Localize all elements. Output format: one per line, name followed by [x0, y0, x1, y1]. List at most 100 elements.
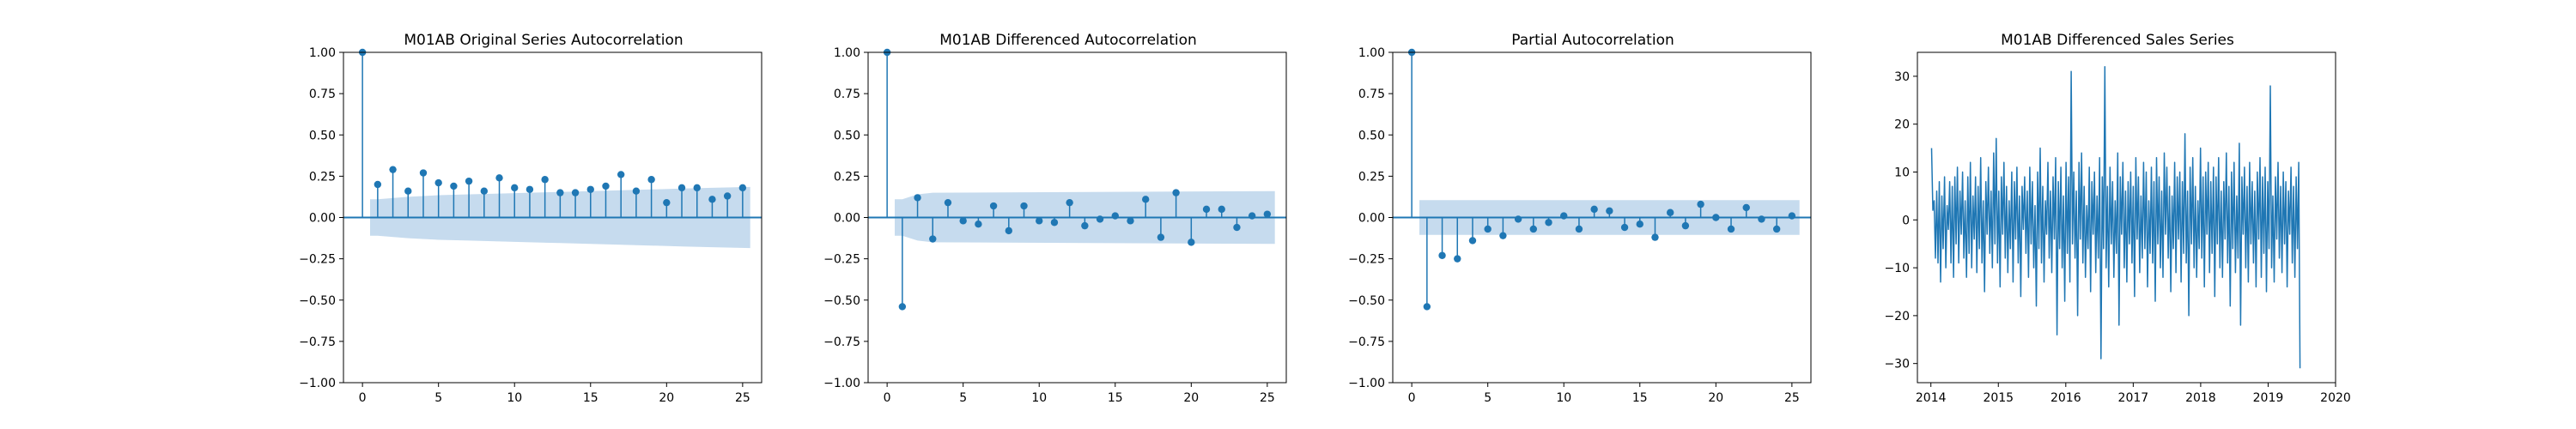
- stem-marker: [1590, 205, 1598, 214]
- stem-marker: [1454, 255, 1461, 263]
- stem-marker: [1141, 196, 1150, 203]
- stem-marker: [617, 171, 625, 178]
- stem-marker: [465, 177, 473, 185]
- sales-series-line: [1930, 65, 2301, 369]
- x-tick-label: 5: [959, 391, 967, 405]
- axes-frame: [1917, 51, 2336, 384]
- stem-marker: [556, 189, 564, 196]
- x-tick-label: 2017: [2118, 391, 2149, 405]
- x-tick-label: 15: [1108, 391, 1123, 405]
- stem-marker: [898, 303, 907, 311]
- y-tick-label: 0.00: [834, 212, 860, 226]
- stem-marker: [1545, 219, 1552, 227]
- stem-marker: [663, 198, 671, 207]
- stem-marker: [1712, 214, 1720, 221]
- stem-marker: [1036, 217, 1043, 225]
- y-tick-label: −0.25: [1348, 253, 1385, 267]
- stem-marker: [1606, 207, 1613, 214]
- stem-marker: [1788, 212, 1796, 220]
- y-tick-label: −1.00: [823, 377, 860, 390]
- y-tick-label: 10: [1894, 166, 1910, 179]
- stem-marker: [914, 194, 921, 202]
- y-tick-label: 0.75: [1358, 88, 1385, 101]
- stem-marker: [1172, 189, 1180, 196]
- y-tick-label: 0.75: [309, 88, 336, 101]
- stem-marker: [1636, 221, 1643, 228]
- y-tick-label: 0.25: [1358, 170, 1385, 184]
- stem-marker: [1727, 225, 1735, 233]
- x-tick-label: 2020: [2320, 391, 2351, 405]
- stem-marker: [1111, 212, 1119, 220]
- panel-original-autocorrelation: M01AB Original Series Autocorrelation −1…: [299, 32, 762, 405]
- stem-marker: [495, 174, 503, 182]
- stem-marker: [1202, 205, 1211, 214]
- panel-title: M01AB Differenced Sales Series: [2001, 32, 2234, 49]
- y-tick-label: −0.25: [823, 253, 860, 267]
- x-tick-label: 10: [1556, 391, 1571, 405]
- x-tick-label: 2015: [1983, 391, 2014, 405]
- panel-title: M01AB Original Series Autocorrelation: [404, 32, 683, 49]
- y-tick-label: −0.50: [299, 294, 336, 308]
- stem-marker: [1499, 232, 1507, 239]
- stem-marker: [1468, 237, 1477, 245]
- stem-marker: [1218, 205, 1225, 214]
- y-tick-label: −20: [1884, 310, 1910, 323]
- stem-marker: [1697, 200, 1704, 208]
- stem-marker: [541, 176, 549, 184]
- y-tick-label: −0.75: [823, 335, 860, 349]
- x-tick-label: 2019: [2253, 391, 2284, 405]
- x-tick-label: 0: [884, 391, 891, 405]
- y-tick-label: 30: [1894, 70, 1910, 84]
- x-tick-label: 5: [434, 391, 442, 405]
- stem-marker: [1484, 225, 1492, 233]
- y-tick-label: −1.00: [299, 377, 336, 390]
- y-tick-label: −0.50: [1348, 294, 1385, 308]
- x-tick-label: 10: [1031, 391, 1047, 405]
- y-tick-label: 20: [1894, 118, 1910, 132]
- stem-marker: [602, 182, 610, 190]
- y-tick-label: −1.00: [1348, 377, 1385, 390]
- stem-marker: [571, 189, 580, 196]
- x-tick-label: 5: [1484, 391, 1492, 405]
- stem-marker: [480, 187, 489, 195]
- stem-marker: [1066, 198, 1073, 207]
- stem-marker: [723, 192, 732, 200]
- x-tick-label: 15: [583, 391, 598, 405]
- stem-marker: [586, 185, 594, 193]
- stem-marker: [1758, 215, 1765, 223]
- stem-marker: [989, 202, 998, 210]
- stem-marker: [1233, 223, 1241, 232]
- x-tick-label: 10: [507, 391, 522, 405]
- y-tick-label: 0.50: [1358, 129, 1385, 142]
- x-tick-label: 20: [659, 391, 674, 405]
- x-tick-label: 25: [1260, 391, 1275, 405]
- stem-marker: [1005, 227, 1013, 235]
- x-tick-label: 25: [1784, 391, 1800, 405]
- stem-marker: [1263, 210, 1272, 218]
- stem-marker: [929, 235, 937, 243]
- stem-marker: [1050, 219, 1059, 227]
- stem-marker: [1666, 208, 1674, 216]
- stem-marker: [1423, 303, 1431, 311]
- y-tick-label: 1.00: [1358, 46, 1385, 60]
- stem-marker: [1248, 212, 1256, 220]
- y-tick-label: −0.75: [1348, 335, 1385, 349]
- stem-marker: [526, 185, 534, 193]
- x-tick-label: 2016: [2050, 391, 2081, 405]
- stem-marker: [1681, 221, 1690, 230]
- stem-marker: [1096, 215, 1104, 223]
- y-tick-label: 0.50: [834, 129, 860, 142]
- x-tick-label: 2014: [1916, 391, 1947, 405]
- y-tick-label: 0.25: [309, 170, 336, 184]
- stem-marker: [1529, 225, 1538, 233]
- stem-marker: [1127, 217, 1134, 225]
- y-tick-label: 0: [1902, 214, 1910, 227]
- stem-marker: [693, 184, 701, 192]
- y-tick-label: 1.00: [834, 46, 860, 60]
- x-tick-label: 25: [735, 391, 750, 405]
- stem-marker: [1575, 225, 1583, 233]
- y-tick-label: 0.00: [309, 212, 336, 226]
- stem-marker: [1620, 223, 1629, 232]
- stem-marker: [738, 184, 747, 192]
- stem-marker: [1438, 251, 1446, 259]
